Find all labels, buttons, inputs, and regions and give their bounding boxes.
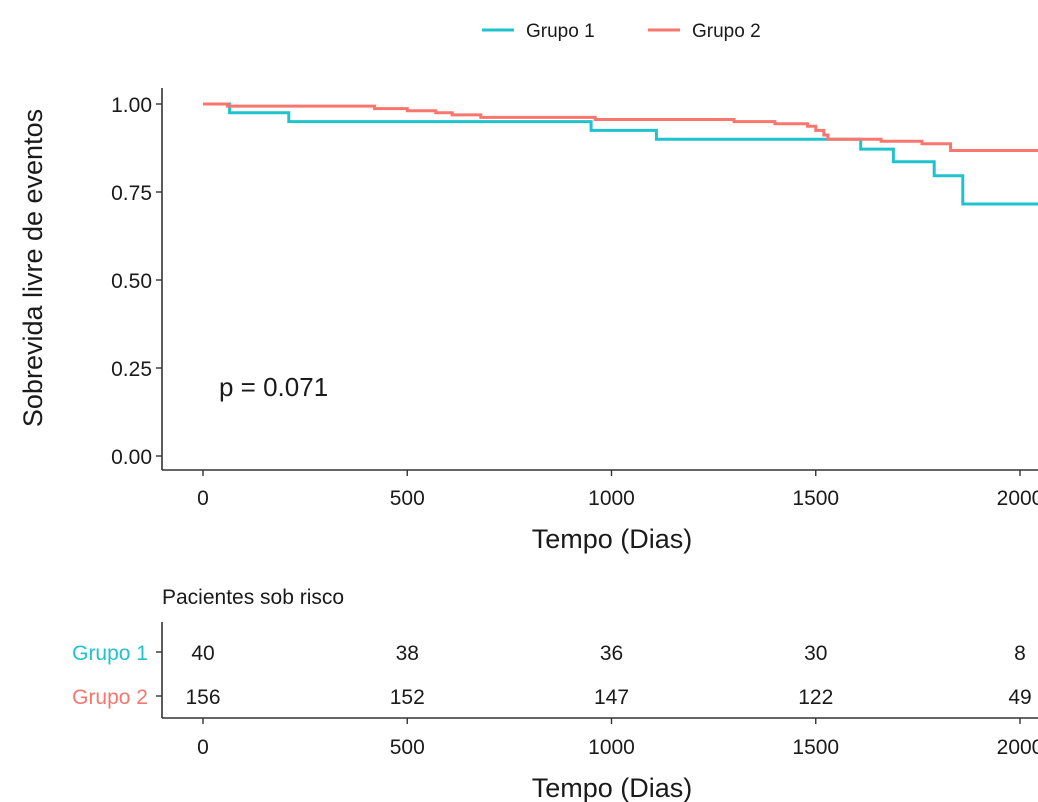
risk-table-x-tick-label: 1500 (792, 736, 839, 759)
legend-label-2: Grupo 2 (692, 21, 761, 42)
risk-table-title: Pacientes sob risco (162, 586, 344, 609)
risk-table-x-tick-label: 0 (197, 736, 209, 759)
risk-table-cell: 49 (1008, 686, 1031, 709)
risk-table-x-tick-label: 2000 (997, 736, 1038, 759)
risk-table-cell: 8 (1014, 642, 1026, 665)
p-value-annotation: p = 0.071 (219, 372, 328, 402)
risk-table-x-axis-title: Tempo (Dias) (532, 773, 693, 802)
risk-table-x-tick-label: 1000 (588, 736, 635, 759)
risk-table-x-tick-label: 500 (390, 736, 425, 759)
risk-table-cell: 122 (798, 686, 833, 709)
risk-table-cell: 40 (191, 642, 214, 665)
y-axis-title: Sobrevida livre de eventos (18, 109, 48, 427)
x-tick-label: 1500 (792, 487, 839, 510)
x-axis-title: Tempo (Dias) (532, 524, 693, 554)
y-tick-label: 0.50 (111, 270, 152, 293)
y-tick-label: 1.00 (111, 94, 152, 117)
risk-table-cell: 147 (594, 686, 629, 709)
x-tick-label: 1000 (588, 487, 635, 510)
risk-table-row-label: Grupo 1 (72, 642, 148, 665)
y-tick-label: 0.25 (111, 358, 152, 381)
risk-table-row-label: Grupo 2 (72, 686, 148, 709)
x-tick-label: 500 (390, 487, 425, 510)
series-line-2 (203, 104, 1038, 151)
y-tick-label: 0.00 (111, 446, 152, 469)
risk-table-cell: 38 (396, 642, 419, 665)
y-tick-label: 0.75 (111, 182, 152, 205)
risk-table-cell: 36 (600, 642, 623, 665)
risk-table-cell: 30 (804, 642, 827, 665)
risk-table-cell: 156 (185, 686, 220, 709)
x-tick-label: 0 (197, 487, 209, 510)
risk-table-cell: 152 (390, 686, 425, 709)
legend-label-1: Grupo 1 (526, 21, 595, 42)
x-tick-label: 2000 (997, 487, 1038, 510)
